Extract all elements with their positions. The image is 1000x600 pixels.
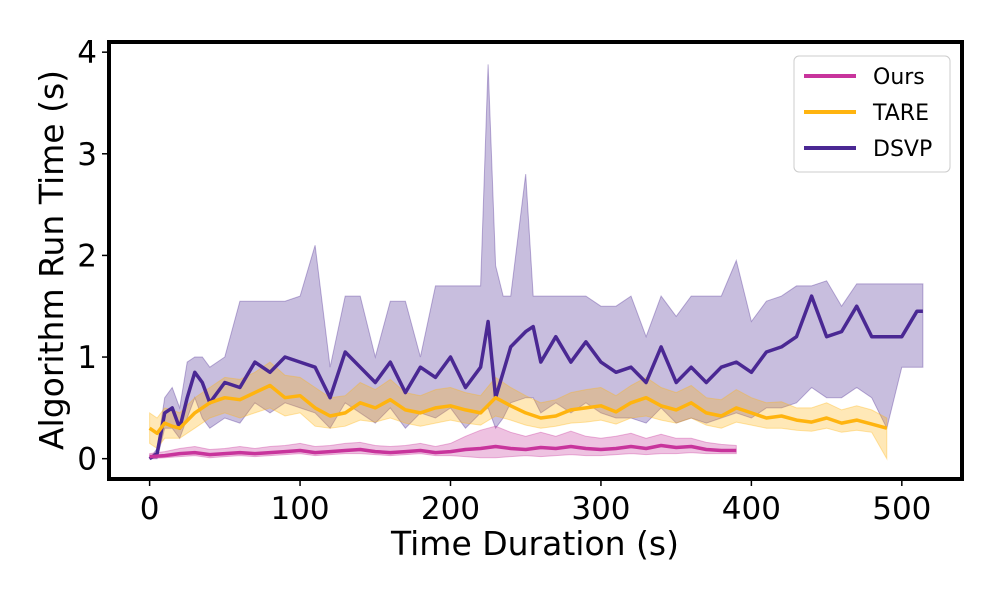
legend-label-dsvp: DSVP	[873, 137, 932, 162]
x-tick-label: 0	[140, 491, 160, 527]
x-tick-label: 400	[722, 491, 781, 527]
x-tick-label: 200	[421, 491, 480, 527]
line-dsvp	[148, 294, 923, 461]
x-tick-label: 100	[270, 491, 329, 527]
y-tick-label: 1	[77, 340, 97, 376]
axes: 0 100 200 300 400 500 0 1 2 3 4	[77, 35, 931, 527]
plot-area	[148, 64, 924, 461]
legend-label-tare: TARE	[872, 101, 929, 126]
legend: Ours TARE DSVP	[793, 55, 951, 173]
legend-box	[793, 55, 951, 173]
y-tick-label: 2	[77, 238, 97, 274]
x-axis-label: Time Duration (s)	[390, 524, 679, 563]
x-tick-label: 500	[872, 491, 931, 527]
y-tick-label: 4	[77, 35, 97, 71]
x-tick-label: 300	[571, 491, 630, 527]
y-tick-label: 0	[77, 442, 97, 478]
y-tick-label: 3	[77, 137, 97, 173]
line-ours	[149, 443, 737, 459]
y-axis-label: Algorithm Run Time (s)	[32, 70, 71, 450]
line-tare	[148, 383, 888, 436]
legend-label-ours: Ours	[873, 65, 925, 90]
plot-frame	[107, 40, 964, 481]
